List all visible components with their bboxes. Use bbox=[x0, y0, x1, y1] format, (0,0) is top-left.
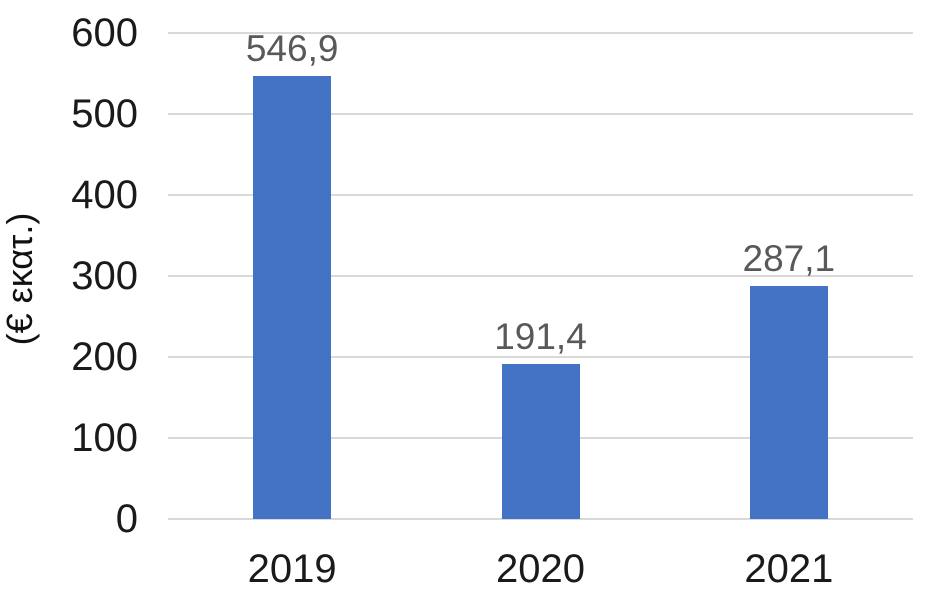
y-axis-tick-label: 200 bbox=[71, 335, 138, 379]
y-axis-tick-label: 500 bbox=[71, 92, 138, 136]
gridline-600 bbox=[168, 32, 913, 34]
x-axis-tick-label-2020: 2020 bbox=[496, 547, 585, 591]
gridline-400 bbox=[168, 194, 913, 196]
gridline-500 bbox=[168, 113, 913, 115]
gridline-0 bbox=[168, 518, 913, 520]
y-axis-tick-label: 100 bbox=[71, 416, 138, 460]
bar-value-label-2019: 546,9 bbox=[245, 28, 339, 69]
bar-2020 bbox=[501, 363, 580, 519]
x-axis-tick-label-2019: 2019 bbox=[247, 547, 337, 591]
x-axis-tick-label-2021: 2021 bbox=[744, 547, 834, 591]
y-axis-tick-label: 400 bbox=[71, 173, 138, 217]
y-axis-tick-label: 600 bbox=[71, 11, 138, 55]
y-axis-tick-label: 300 bbox=[71, 254, 138, 298]
bar-value-label-2020: 191,4 bbox=[494, 315, 587, 357]
bar-2019 bbox=[253, 76, 332, 519]
bar-2021 bbox=[749, 286, 828, 519]
gridline-200 bbox=[168, 356, 913, 358]
y-axis-tick-label: 0 bbox=[115, 497, 138, 541]
bar-value-label-2021: 287,1 bbox=[742, 238, 836, 280]
gridline-300 bbox=[168, 275, 913, 277]
